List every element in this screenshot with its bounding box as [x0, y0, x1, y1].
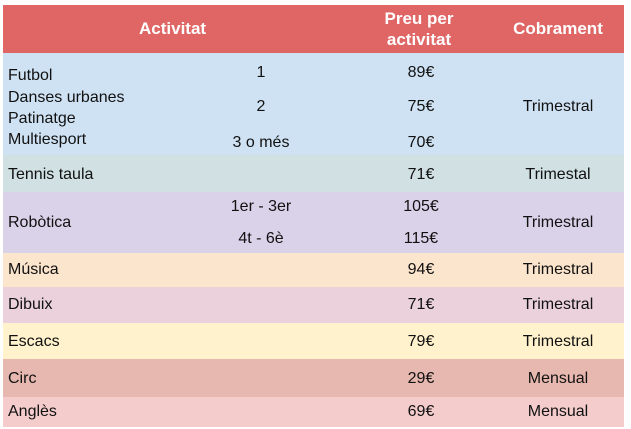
tier: 1	[256, 64, 266, 81]
billing: Trimestral	[522, 296, 594, 313]
price: 71€	[407, 296, 435, 313]
price: 70€	[407, 134, 435, 151]
table-header: Activitat Preu per activitat Cobrament	[3, 5, 624, 53]
price: 69€	[407, 403, 435, 420]
table-row-music: Música 94€ Trimestral	[3, 253, 624, 287]
price: 115€	[403, 230, 439, 247]
billing: Trimestral	[522, 261, 594, 278]
activity-name: Anglès	[8, 403, 57, 420]
price: 29€	[407, 370, 435, 387]
activity-name: Escacs	[8, 333, 60, 350]
price: 79€	[407, 333, 435, 350]
table-row-chess: Escacs 79€ Trimestral	[3, 323, 624, 359]
table-row-english: Anglès 69€ Mensual	[3, 397, 624, 427]
billing: Trimestral	[522, 333, 594, 350]
header-price-line1: Preu per	[384, 9, 454, 28]
header-activity: Activitat	[139, 19, 207, 38]
billing: Mensual	[527, 403, 589, 420]
activity-name: Futbol	[8, 67, 53, 84]
activity-name: Multiesport	[8, 131, 87, 148]
price: 89€	[407, 64, 435, 81]
activity-name: Música	[8, 261, 59, 278]
billing: Trimestal	[525, 166, 591, 183]
price: 105€	[403, 198, 439, 215]
billing: Mensual	[527, 370, 589, 387]
activity-name: Robòtica	[8, 214, 72, 231]
tier: 2	[256, 98, 266, 115]
table-row-sports: Futbol Danses urbanes Patinatge Multiesp…	[3, 53, 624, 155]
table-row-drawing: Dibuix 71€ Trimestral	[3, 287, 624, 323]
activity-name: Dibuix	[8, 296, 53, 313]
header-price-line2: activitat	[386, 30, 452, 49]
price: 71€	[407, 166, 435, 183]
tier: 3 o més	[232, 134, 290, 151]
activity-name: Danses urbanes	[8, 89, 125, 106]
price: 75€	[407, 98, 435, 115]
table-row-robotics: Robòtica 1er - 3er 4t - 6è 105€ 115€ Tri…	[3, 192, 624, 253]
header-billing: Cobrament	[513, 19, 603, 38]
tier: 1er - 3er	[230, 198, 292, 215]
activity-name: Patinatge	[8, 110, 76, 127]
tier: 4t - 6è	[238, 230, 284, 247]
activity-name: Circ	[8, 370, 37, 387]
activity-name: Tennis taula	[8, 166, 94, 183]
price: 94€	[407, 261, 435, 278]
billing: Trimestral	[522, 98, 594, 115]
table-row-tennis: Tennis taula 71€ Trimestal	[3, 155, 624, 192]
billing: Trimestral	[522, 214, 594, 231]
table-row-circus: Circ 29€ Mensual	[3, 359, 624, 397]
